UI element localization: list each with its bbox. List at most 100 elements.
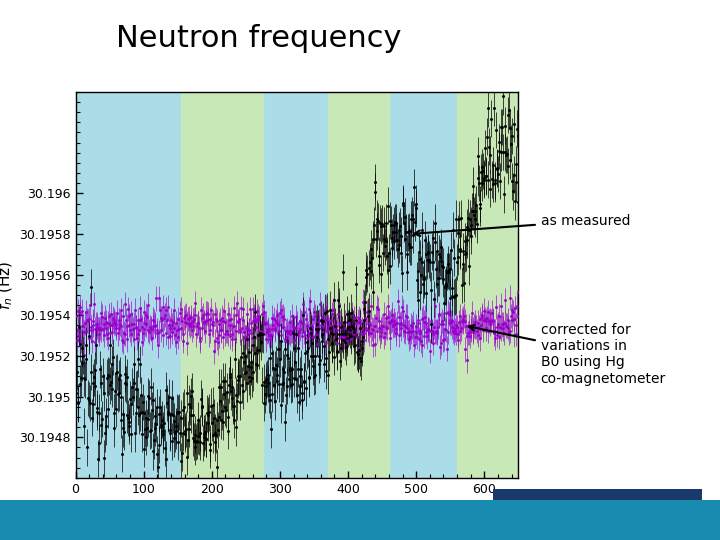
Point — [371, 327, 382, 335]
Point — [498, 324, 509, 333]
Point — [158, 427, 169, 435]
Point — [201, 309, 212, 318]
Point — [316, 330, 328, 339]
Point — [399, 328, 410, 336]
Point — [264, 390, 275, 399]
Point — [348, 342, 360, 350]
Point — [96, 415, 108, 423]
Point — [310, 329, 322, 338]
Point — [354, 318, 366, 327]
Point — [377, 322, 389, 331]
Point — [325, 323, 336, 332]
Point — [87, 321, 99, 329]
Point — [122, 335, 133, 343]
Point — [315, 321, 327, 329]
Point — [233, 318, 244, 327]
Point — [289, 335, 301, 344]
Point — [71, 336, 83, 345]
Point — [291, 391, 303, 400]
Point — [395, 232, 407, 240]
Point — [377, 248, 389, 257]
Point — [190, 311, 202, 320]
Point — [240, 368, 252, 376]
Point — [212, 338, 224, 347]
Point — [76, 307, 88, 316]
Point — [116, 449, 127, 458]
Point — [338, 333, 349, 341]
Point — [104, 381, 116, 390]
Point — [182, 314, 194, 323]
Point — [467, 309, 478, 318]
Point — [284, 318, 295, 327]
Point — [509, 197, 521, 206]
Point — [379, 333, 390, 342]
Point — [280, 390, 292, 399]
Point — [166, 394, 178, 402]
Point — [380, 218, 392, 227]
Point — [271, 371, 282, 380]
Point — [92, 454, 104, 463]
Point — [112, 390, 124, 399]
Point — [305, 352, 316, 361]
Point — [265, 335, 276, 343]
Point — [77, 321, 89, 330]
Point — [225, 332, 236, 341]
Point — [483, 317, 495, 326]
Point — [248, 305, 259, 313]
Point — [265, 395, 276, 404]
Point — [482, 327, 493, 335]
Point — [330, 346, 342, 355]
Point — [508, 120, 519, 129]
Point — [137, 430, 148, 438]
Point — [144, 426, 156, 435]
Point — [318, 360, 329, 368]
Point — [90, 341, 102, 350]
Point — [225, 387, 237, 396]
Point — [324, 321, 336, 329]
Point — [348, 314, 360, 322]
Point — [159, 311, 171, 320]
Point — [414, 254, 426, 263]
Point — [413, 296, 424, 305]
Point — [76, 336, 87, 345]
Point — [468, 181, 480, 190]
Point — [305, 327, 316, 336]
Point — [398, 327, 410, 335]
Point — [97, 325, 109, 333]
Point — [130, 409, 142, 418]
Point — [374, 332, 386, 340]
Point — [199, 319, 210, 328]
Point — [488, 329, 500, 338]
Point — [256, 327, 268, 336]
Point — [140, 320, 151, 329]
Point — [485, 185, 496, 193]
Point — [280, 327, 292, 335]
Point — [413, 247, 425, 256]
Point — [461, 356, 472, 364]
Point — [450, 329, 462, 338]
Point — [219, 318, 230, 327]
Point — [98, 454, 109, 463]
Point — [402, 228, 414, 237]
Point — [132, 329, 144, 338]
Point — [166, 437, 177, 445]
Point — [172, 315, 184, 323]
Point — [403, 327, 415, 335]
Point — [314, 360, 325, 369]
Point — [121, 321, 132, 330]
Point — [328, 329, 339, 338]
Point — [406, 211, 418, 219]
Point — [211, 463, 222, 471]
Point — [120, 316, 132, 325]
Point — [285, 381, 297, 389]
Point — [212, 416, 223, 424]
Point — [282, 353, 294, 362]
Point — [415, 337, 427, 346]
Point — [425, 316, 436, 325]
Point — [89, 373, 100, 382]
Point — [224, 373, 235, 381]
Point — [402, 323, 413, 332]
Point — [269, 397, 281, 406]
Point — [96, 326, 107, 334]
Point — [179, 318, 191, 327]
